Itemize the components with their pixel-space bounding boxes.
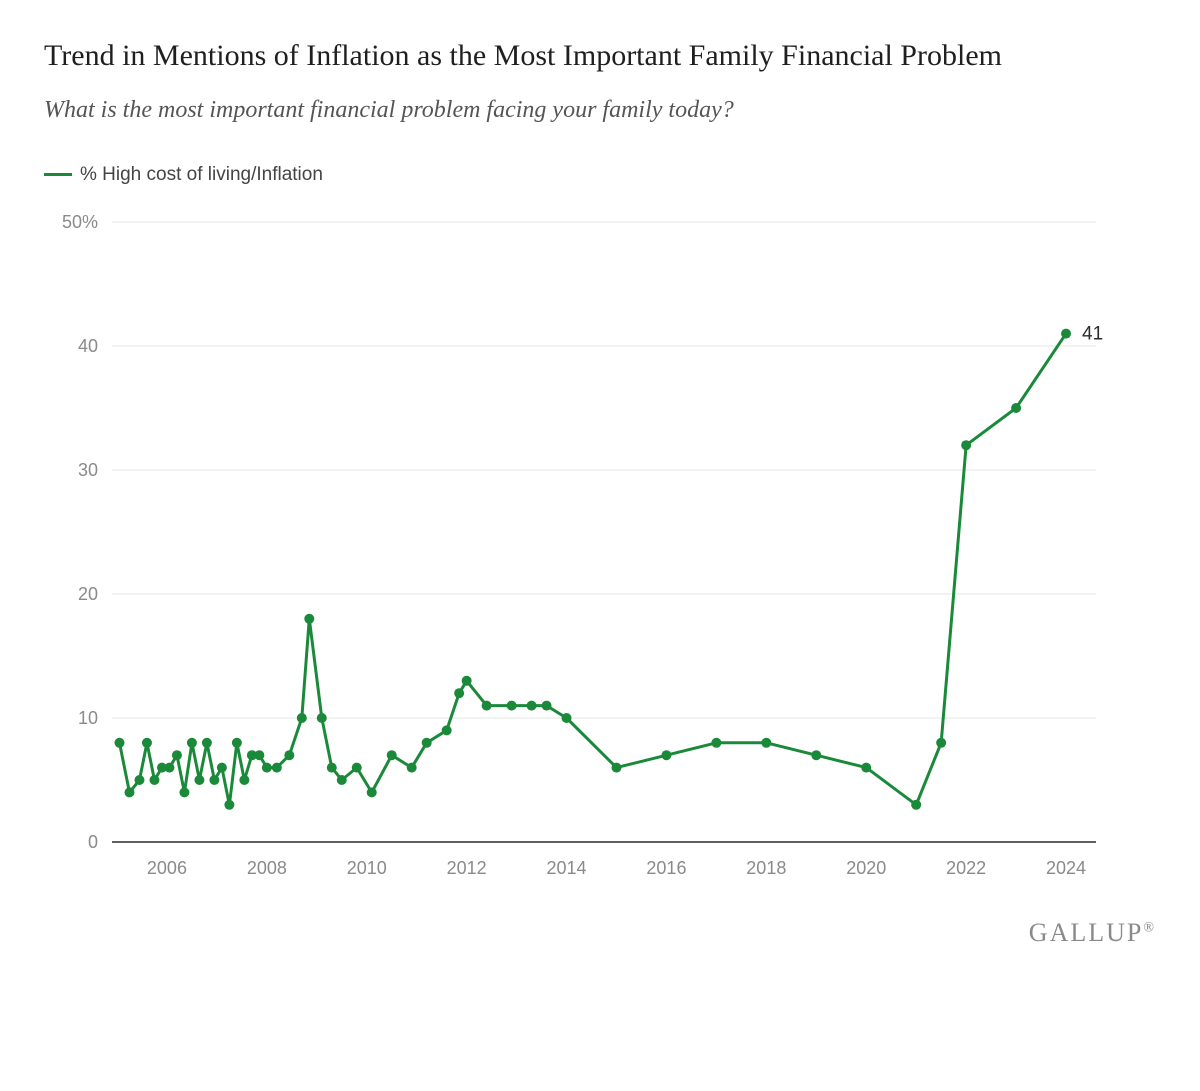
svg-text:2016: 2016: [646, 858, 686, 878]
svg-text:2022: 2022: [946, 858, 986, 878]
svg-text:0: 0: [88, 832, 98, 852]
legend-swatch: [44, 173, 72, 176]
svg-text:30: 30: [78, 460, 98, 480]
svg-text:2014: 2014: [547, 858, 587, 878]
legend-label: % High cost of living/Inflation: [80, 164, 323, 186]
svg-text:41: 41: [1082, 323, 1103, 344]
svg-text:2024: 2024: [1046, 858, 1086, 878]
svg-text:40: 40: [78, 336, 98, 356]
chart-title: Trend in Mentions of Inflation as the Mo…: [44, 36, 1156, 77]
svg-text:2012: 2012: [447, 858, 487, 878]
chart-subtitle: What is the most important financial pro…: [44, 97, 1156, 124]
svg-text:2020: 2020: [846, 858, 886, 878]
svg-text:10: 10: [78, 708, 98, 728]
legend: % High cost of living/Inflation: [44, 164, 1156, 186]
line-chart-svg: 0 10 20 30 40 50% 2006 2008 2010 2012 2014 2016 2018…: [44, 212, 1156, 902]
svg-text:2010: 2010: [347, 858, 387, 878]
chart-area: 0 10 20 30 40 50% 2006 2008 2010 2012 2014 2016 2018…: [44, 212, 1156, 902]
svg-text:2008: 2008: [247, 858, 287, 878]
svg-text:50%: 50%: [62, 212, 98, 232]
svg-text:2018: 2018: [746, 858, 786, 878]
svg-text:20: 20: [78, 584, 98, 604]
attribution-logo: GALLUP®: [44, 918, 1156, 948]
svg-text:2006: 2006: [147, 858, 187, 878]
